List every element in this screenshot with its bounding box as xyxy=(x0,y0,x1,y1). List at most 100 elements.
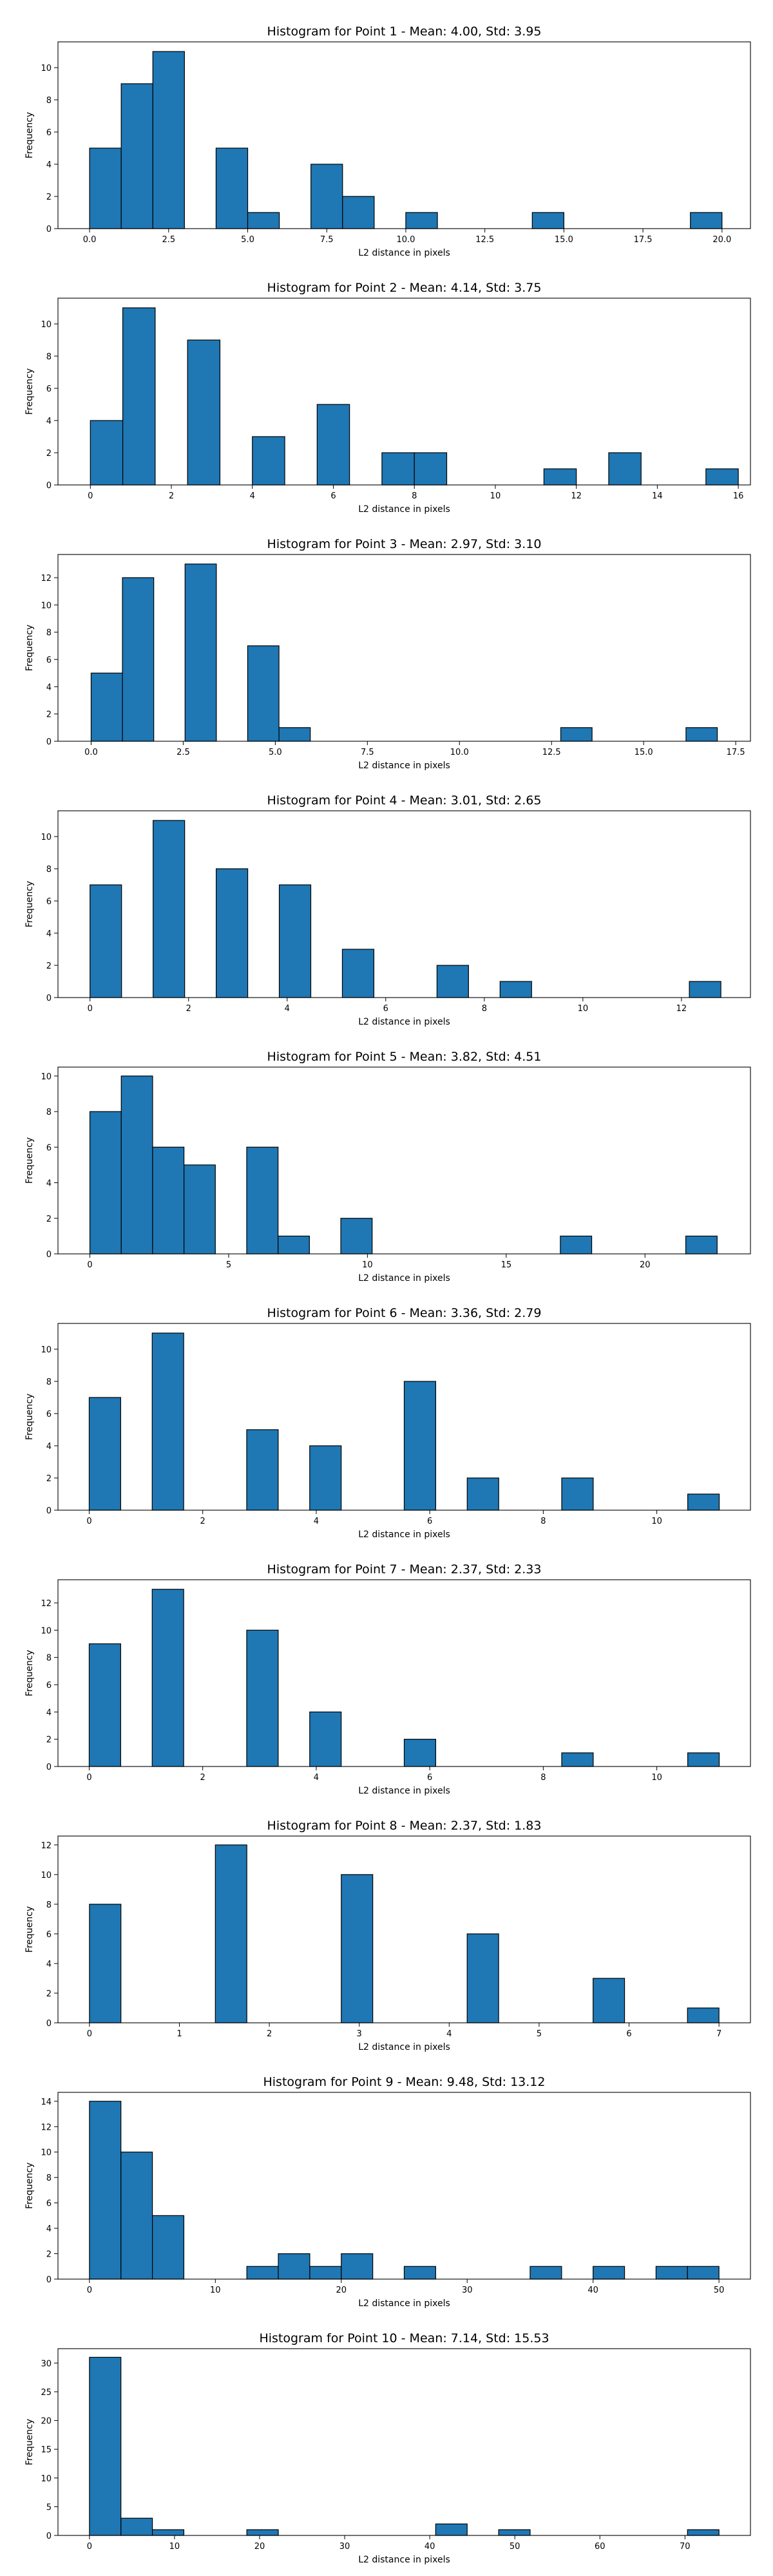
histogram-bar xyxy=(687,2529,720,2536)
chart-title: Histogram for Point 8 - Mean: 2.37, Std:… xyxy=(267,1819,542,1833)
x-tick-label: 20 xyxy=(640,1260,651,1270)
histogram-panel: Histogram for Point 9 - Mean: 9.48, Std:… xyxy=(24,2075,751,2309)
y-tick-label: 2 xyxy=(46,961,52,971)
x-tick-label: 8 xyxy=(540,1773,546,1783)
x-tick-label: 1 xyxy=(177,2029,182,2039)
chart-title: Histogram for Point 4 - Mean: 3.01, Std:… xyxy=(267,793,542,808)
histogram-bar xyxy=(246,2266,279,2280)
x-tick-label: 0 xyxy=(87,2542,92,2552)
histogram-bar xyxy=(90,672,123,742)
y-tick-label: 0 xyxy=(46,1506,52,1516)
histogram-bar xyxy=(89,2101,122,2280)
y-tick-label: 4 xyxy=(46,417,52,426)
x-tick-label: 4 xyxy=(250,491,255,501)
chart-title: Histogram for Point 9 - Mean: 9.48, Std:… xyxy=(263,2075,545,2089)
x-axis-label: L2 distance in pixels xyxy=(358,1017,450,1027)
chart-title: Histogram for Point 3 - Mean: 2.97, Std:… xyxy=(267,537,542,551)
x-tick-label: 0.0 xyxy=(84,748,98,757)
x-axis-label: L2 distance in pixels xyxy=(358,761,450,771)
histogram-bar xyxy=(405,212,438,229)
histogram-bar xyxy=(403,2266,436,2280)
histogram-bar xyxy=(247,645,280,742)
plot-frame xyxy=(57,298,751,486)
y-tick-label: 0 xyxy=(46,1250,52,1260)
histogram-bar xyxy=(151,2529,185,2536)
x-axis-label: L2 distance in pixels xyxy=(358,248,450,258)
x-tick-label: 6 xyxy=(427,1517,432,1526)
y-tick-label: 10 xyxy=(41,1871,52,1880)
y-tick-label: 8 xyxy=(46,1378,52,1387)
chart-title: Histogram for Point 6 - Mean: 3.36, Std:… xyxy=(267,1306,542,1320)
histogram-bar xyxy=(689,981,721,998)
x-tick-label: 2 xyxy=(200,1517,205,1526)
y-tick-label: 10 xyxy=(41,2148,52,2158)
x-tick-label: 50 xyxy=(714,2286,725,2295)
x-tick-label: 17.5 xyxy=(727,748,745,757)
x-tick-label: 12 xyxy=(676,1004,687,1014)
histogram-panel: Histogram for Point 5 - Mean: 3.82, Std:… xyxy=(24,1050,751,1283)
x-tick-label: 3 xyxy=(357,2029,362,2039)
y-tick-label: 5 xyxy=(46,2503,52,2512)
histogram-panel: Histogram for Point 8 - Mean: 2.37, Std:… xyxy=(24,1819,751,2052)
histogram-bar xyxy=(246,1629,279,1767)
y-tick-label: 4 xyxy=(46,2224,52,2234)
histogram-panel: Histogram for Point 1 - Mean: 4.00, Std:… xyxy=(24,24,751,258)
x-tick-label: 50 xyxy=(510,2542,520,2552)
x-tick-label: 7.5 xyxy=(320,235,334,245)
histogram-bar xyxy=(278,884,312,998)
histogram-bar xyxy=(608,452,642,486)
histogram-bar xyxy=(341,1874,374,2023)
histogram-bar xyxy=(316,404,350,486)
histogram-bar xyxy=(403,1739,437,1767)
chart-title: Histogram for Point 7 - Mean: 2.37, Std:… xyxy=(267,1562,542,1577)
chart-title: Histogram for Point 5 - Mean: 3.82, Std:… xyxy=(267,1050,542,1064)
x-tick-label: 16 xyxy=(733,491,744,501)
histogram-bar xyxy=(466,1933,499,2023)
histogram-bar xyxy=(90,884,122,998)
histogram-bar xyxy=(278,727,311,742)
plot-frame xyxy=(57,810,751,998)
x-tick-label: 15 xyxy=(501,1260,512,1270)
histogram-bar xyxy=(120,1075,153,1255)
y-tick-label: 20 xyxy=(41,2417,52,2427)
histogram-bar xyxy=(687,1493,720,1511)
y-tick-label: 4 xyxy=(46,1179,52,1189)
histogram-bar xyxy=(247,212,280,229)
x-tick-label: 60 xyxy=(595,2542,606,2552)
x-axis-label: L2 distance in pixels xyxy=(358,1273,450,1283)
y-tick-label: 0 xyxy=(46,225,52,234)
y-tick-label: 2 xyxy=(46,1989,52,1999)
histogram-bar xyxy=(246,2529,279,2536)
y-axis-label: Frequency xyxy=(24,2419,35,2465)
x-tick-label: 2.5 xyxy=(162,235,175,245)
y-tick-label: 6 xyxy=(46,128,52,138)
x-tick-label: 2 xyxy=(186,1004,191,1014)
y-tick-label: 6 xyxy=(46,384,52,394)
x-axis-label: L2 distance in pixels xyxy=(358,1786,450,1796)
y-tick-label: 8 xyxy=(46,2174,52,2183)
x-tick-label: 8 xyxy=(540,1517,546,1526)
y-tick-label: 2 xyxy=(46,2250,52,2260)
x-tick-label: 4 xyxy=(314,1517,319,1526)
histogram-bar xyxy=(309,1711,342,1767)
plot-frame xyxy=(57,1066,751,1255)
histogram-panel: Histogram for Point 2 - Mean: 4.14, Std:… xyxy=(24,281,751,515)
x-tick-label: 4 xyxy=(314,1773,319,1783)
histogram-bar xyxy=(435,2523,468,2536)
x-tick-label: 30 xyxy=(339,2542,350,2552)
histogram-bar xyxy=(531,212,564,229)
x-tick-label: 10 xyxy=(651,1773,662,1783)
y-tick-label: 4 xyxy=(46,1960,52,1969)
histogram-bar xyxy=(187,339,221,486)
y-tick-label: 0 xyxy=(46,2532,52,2541)
y-tick-label: 0 xyxy=(46,2275,52,2285)
y-axis-label: Frequency xyxy=(24,2163,35,2209)
histogram-bar xyxy=(690,212,723,229)
y-tick-label: 10 xyxy=(41,320,52,330)
histogram-bar xyxy=(499,981,532,998)
histogram-bar xyxy=(152,51,185,229)
y-tick-label: 0 xyxy=(46,994,52,1003)
histogram-bar xyxy=(120,2152,153,2280)
y-tick-label: 10 xyxy=(41,1072,52,1082)
